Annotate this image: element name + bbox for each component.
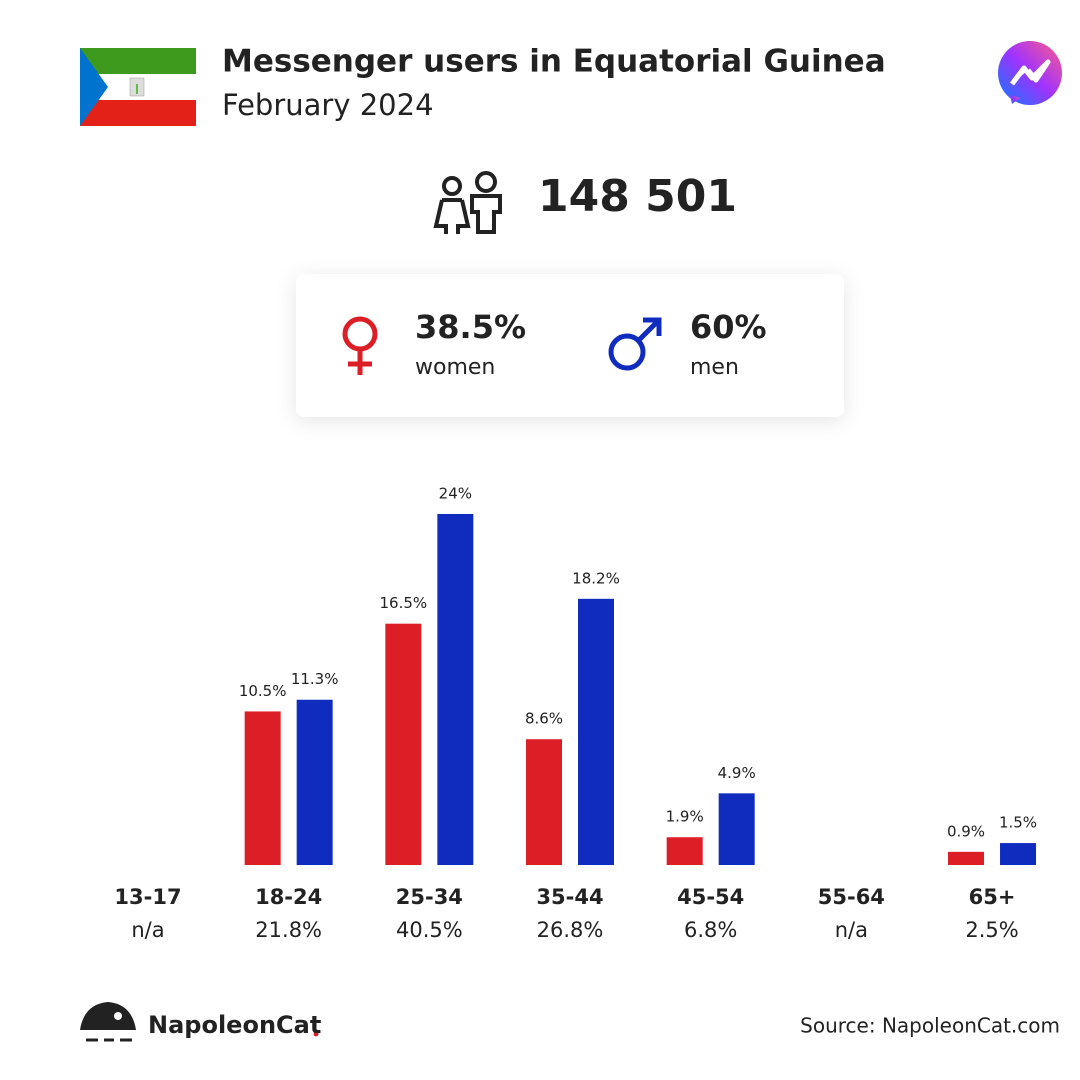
bar [1000, 843, 1037, 865]
female-icon [342, 316, 378, 375]
data-label: 4.9% [718, 764, 756, 782]
category-total: 26.8% [537, 918, 604, 942]
bar [578, 598, 615, 865]
flag [80, 48, 196, 126]
data-label: 18.2% [572, 569, 620, 587]
category-total: n/a [131, 918, 164, 942]
source: Source: NapoleonCat.com [800, 1014, 1060, 1038]
messenger-logo [998, 41, 1062, 105]
bar [385, 623, 422, 865]
bar [948, 851, 985, 865]
data-label: 24% [439, 485, 472, 503]
title: Messenger users in Equatorial Guinea [222, 44, 886, 80]
x-tick-label: 45-54 [677, 885, 744, 909]
bar [666, 837, 703, 865]
gender-card [296, 274, 844, 417]
brand-logo [80, 1002, 319, 1042]
category-total: n/a [835, 918, 868, 942]
subtitle: February 2024 [222, 88, 434, 122]
bar [526, 739, 563, 865]
bar [296, 699, 333, 865]
bar [437, 514, 474, 865]
total-users: 148 501 [538, 171, 737, 222]
x-tick-label: 55-64 [818, 885, 885, 909]
data-label: 11.3% [291, 670, 339, 688]
x-tick-label: 25-34 [396, 885, 463, 909]
people-icon [433, 171, 502, 234]
data-label: 8.6% [525, 710, 563, 728]
plot: 13-17 n/a 18-24 21.8% 10.5%11.3% 25-34 40.5% 16… [114, 485, 1037, 943]
category-total: 40.5% [396, 918, 463, 942]
women-share: 38.5% [415, 308, 526, 346]
data-label: 16.5% [380, 594, 428, 612]
category-total: 21.8% [255, 918, 322, 942]
bar [718, 793, 755, 865]
legend-label: men [690, 355, 739, 380]
category-total: 6.8% [684, 918, 737, 942]
x-tick-label: 18-24 [255, 885, 322, 909]
bar [244, 711, 281, 865]
men-share: 60% [690, 308, 767, 346]
male-icon [608, 317, 662, 371]
data-label: 0.9% [947, 822, 985, 840]
category-total: 2.5% [965, 918, 1018, 942]
x-tick-label: 35-44 [536, 885, 603, 909]
x-tick-label: 13-17 [114, 885, 181, 909]
x-tick-label: 65+ [969, 885, 1016, 909]
data-label: 1.9% [666, 808, 704, 826]
data-label: 1.5% [999, 814, 1037, 832]
brand-name: NapoleonCat [148, 1011, 321, 1039]
legend-label: women [415, 355, 495, 380]
data-label: 10.5% [239, 682, 287, 700]
